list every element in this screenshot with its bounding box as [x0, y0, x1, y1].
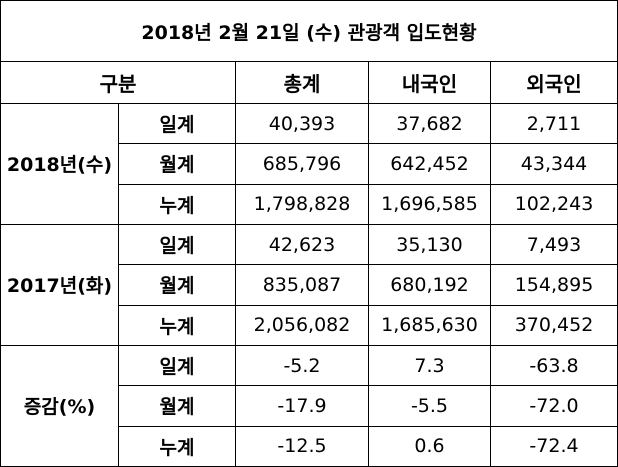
value-cell: 0.6 [368, 425, 491, 467]
value-cell: -17.9 [235, 385, 369, 427]
value-cell: 35,130 [368, 223, 491, 266]
value-cell: 7.3 [368, 344, 491, 387]
value-cell: -63.8 [489, 344, 618, 387]
group-label: 2017년(화) [0, 223, 119, 346]
value-cell: 102,243 [489, 183, 618, 225]
row-label: 누계 [118, 183, 236, 225]
value-cell: 1,696,585 [368, 183, 491, 225]
value-cell: 835,087 [235, 264, 369, 306]
row-label: 일계 [118, 344, 236, 387]
row-label: 누계 [118, 304, 236, 346]
header-row: 구분 총계 내국인 외국인 [0, 61, 618, 104]
data-row: 누계 1,798,828 1,696,585 102,243 [1, 183, 618, 225]
row-label: 월계 [118, 143, 236, 185]
value-cell: 154,895 [489, 264, 618, 306]
data-row: 월계 -17.9 -5.5 -72.0 [1, 385, 618, 427]
row-label: 월계 [118, 264, 236, 306]
header-cell: 구분 [0, 61, 236, 104]
header-cell: 외국인 [489, 61, 618, 104]
row-label: 누계 [118, 425, 236, 467]
group-label: 증감(%) [0, 344, 119, 467]
value-cell: -72.0 [489, 385, 618, 427]
value-cell: -72.4 [489, 425, 618, 467]
value-cell: 37,682 [368, 102, 491, 145]
row-label: 월계 [118, 385, 236, 427]
data-row: 월계 835,087 680,192 154,895 [1, 264, 618, 306]
row-label: 일계 [118, 102, 236, 145]
data-row: 누계 -12.5 0.6 -72.4 [1, 425, 618, 467]
value-cell: 2,711 [489, 102, 618, 145]
value-cell: 7,493 [489, 223, 618, 266]
table-title: 2018년 2월 21일 (수) 관광객 입도현황 [0, 0, 618, 62]
data-row: 누계 2,056,082 1,685,630 370,452 [1, 304, 618, 346]
value-cell: 40,393 [235, 102, 369, 145]
value-cell: 685,796 [235, 143, 369, 185]
title-row: 2018년 2월 21일 (수) 관광객 입도현황 [0, 0, 618, 62]
header-cell: 내국인 [368, 61, 491, 104]
header-cell: 총계 [235, 61, 369, 104]
row-label: 일계 [118, 223, 236, 266]
value-cell: 370,452 [489, 304, 618, 346]
data-row: 월계 685,796 642,452 43,344 [1, 143, 618, 185]
data-row: 2018년(수) 일계 40,393 37,682 2,711 [0, 102, 618, 225]
value-cell: -5.5 [368, 385, 491, 427]
value-cell: 642,452 [368, 143, 491, 185]
group-label: 2018년(수) [0, 103, 119, 225]
value-cell: 42,623 [235, 223, 369, 266]
value-cell: 680,192 [368, 264, 491, 306]
value-cell: 1,685,630 [368, 304, 491, 346]
value-cell: 43,344 [489, 143, 618, 185]
data-row: 2017년(화) 일계 42,623 35,130 7,493 [0, 223, 618, 346]
value-cell: 1,798,828 [235, 183, 369, 225]
value-cell: -12.5 [235, 425, 369, 467]
value-cell: -5.2 [235, 344, 369, 387]
data-row: 증감(%) 일계 -5.2 7.3 -63.8 [0, 344, 618, 467]
value-cell: 2,056,082 [235, 304, 369, 346]
